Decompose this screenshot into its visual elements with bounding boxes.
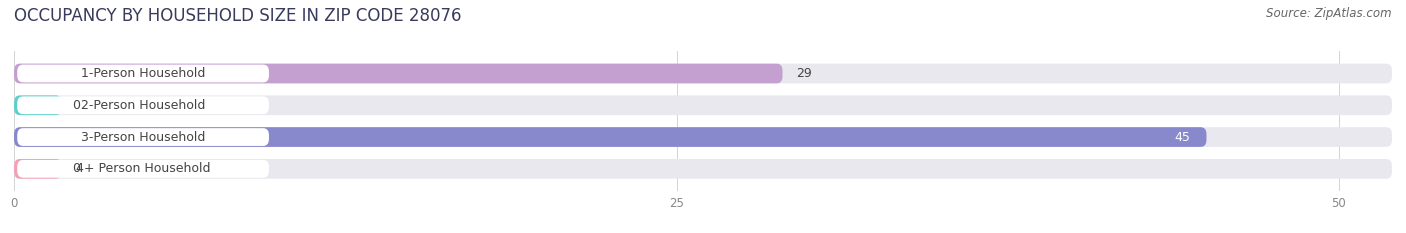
Text: 2-Person Household: 2-Person Household xyxy=(82,99,205,112)
Text: 0: 0 xyxy=(72,99,80,112)
Text: 0: 0 xyxy=(72,162,80,175)
FancyBboxPatch shape xyxy=(17,160,269,178)
FancyBboxPatch shape xyxy=(14,96,1392,115)
Text: 45: 45 xyxy=(1174,130,1191,144)
FancyBboxPatch shape xyxy=(14,64,783,83)
FancyBboxPatch shape xyxy=(14,159,62,179)
FancyBboxPatch shape xyxy=(14,127,1392,147)
FancyBboxPatch shape xyxy=(17,65,269,82)
Text: Source: ZipAtlas.com: Source: ZipAtlas.com xyxy=(1267,7,1392,20)
Text: 29: 29 xyxy=(796,67,811,80)
FancyBboxPatch shape xyxy=(14,64,1392,83)
FancyBboxPatch shape xyxy=(14,127,1206,147)
FancyBboxPatch shape xyxy=(14,96,62,115)
FancyBboxPatch shape xyxy=(17,128,269,146)
Text: 3-Person Household: 3-Person Household xyxy=(82,130,205,144)
Text: 4+ Person Household: 4+ Person Household xyxy=(76,162,211,175)
FancyBboxPatch shape xyxy=(17,96,269,114)
Text: 1-Person Household: 1-Person Household xyxy=(82,67,205,80)
FancyBboxPatch shape xyxy=(14,159,1392,179)
Text: OCCUPANCY BY HOUSEHOLD SIZE IN ZIP CODE 28076: OCCUPANCY BY HOUSEHOLD SIZE IN ZIP CODE … xyxy=(14,7,461,25)
